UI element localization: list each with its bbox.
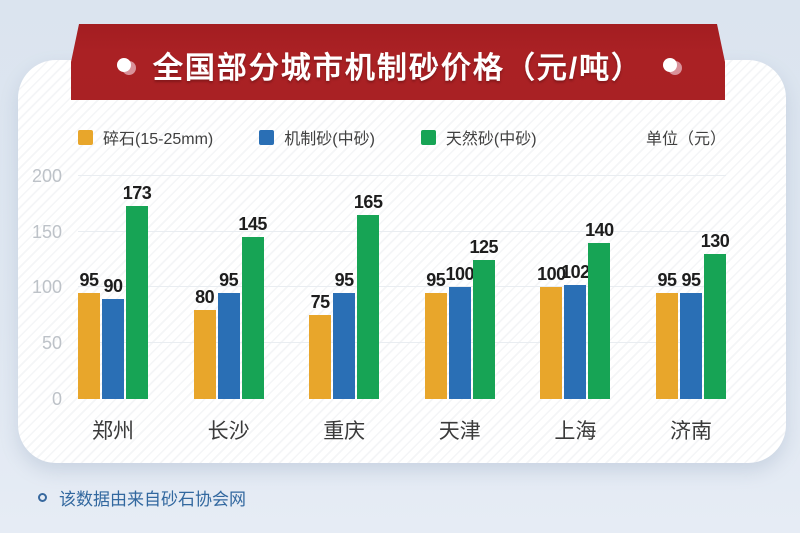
bar-column: 100 bbox=[446, 265, 475, 399]
gridline bbox=[78, 286, 726, 287]
bar bbox=[540, 287, 563, 399]
y-axis-tick: 200 bbox=[31, 166, 62, 186]
bar-value-label: 95 bbox=[79, 270, 99, 290]
gridline bbox=[78, 175, 726, 176]
chart-title: 全国部分城市机制砂价格（元/吨） bbox=[152, 52, 644, 85]
bar-column: 145 bbox=[238, 215, 267, 399]
bar bbox=[309, 315, 332, 399]
legend-swatch-crushed-stone bbox=[78, 129, 93, 145]
bar-value-label: 75 bbox=[310, 292, 331, 312]
source-note: 该数据由来自砂石协会网 bbox=[38, 485, 246, 510]
bar-column: 95 bbox=[217, 270, 240, 399]
x-axis-label: 重庆 bbox=[323, 420, 366, 443]
bar-column: 130 bbox=[701, 232, 730, 399]
bar-value-label: 173 bbox=[122, 183, 152, 203]
bar bbox=[424, 293, 447, 399]
bar-group: 95 90 173 郑州 bbox=[78, 176, 152, 443]
bar-column: 90 bbox=[102, 277, 124, 399]
legend-item-machine-made-sand: 机制砂(中砂) bbox=[259, 125, 375, 149]
x-axis-label: 天津 bbox=[438, 420, 481, 443]
bar-column: 165 bbox=[354, 193, 383, 399]
bar-column: 173 bbox=[123, 184, 152, 399]
bar-value-label: 80 bbox=[195, 287, 215, 307]
legend-label: 碎石(15-25mm) bbox=[103, 131, 214, 148]
bar-column: 100 bbox=[537, 265, 566, 399]
bar-column: 95 bbox=[78, 271, 100, 399]
dot bbox=[663, 58, 677, 72]
y-axis-tick: 150 bbox=[31, 222, 62, 242]
bar-value-label: 90 bbox=[103, 276, 123, 296]
circle-bullet-icon bbox=[38, 493, 47, 502]
bar bbox=[78, 293, 100, 399]
bar-group: 95 95 130 济南 bbox=[655, 176, 730, 443]
bar bbox=[241, 237, 264, 399]
chart-card: 碎石(15-25mm) 机制砂(中砂) 天然砂(中砂) 单位（元） 0 50 100… bbox=[18, 60, 786, 463]
bar-value-label: 165 bbox=[353, 192, 383, 212]
bar-groups: 95 90 173 郑州 80 95 145 长沙 75 95 165 重庆 95 100 125 天津 100… bbox=[78, 176, 730, 443]
legend-swatch-machine-made-sand bbox=[259, 129, 275, 145]
bar bbox=[102, 299, 124, 399]
bar-value-label: 102 bbox=[561, 262, 590, 282]
bar-column: 95 bbox=[424, 270, 447, 399]
bar bbox=[472, 260, 495, 399]
legend-label: 天然砂(中砂) bbox=[445, 131, 537, 148]
bar-column: 125 bbox=[470, 238, 499, 399]
unit-label: 单位（元） bbox=[645, 131, 726, 148]
x-axis-label: 长沙 bbox=[207, 420, 250, 443]
bar bbox=[564, 285, 587, 399]
bar bbox=[217, 293, 240, 399]
bar bbox=[448, 287, 471, 399]
bar-column: 95 bbox=[679, 270, 702, 399]
bar bbox=[126, 206, 148, 399]
bar-column: 95 bbox=[655, 270, 678, 399]
bar bbox=[333, 293, 356, 399]
bar-value-label: 95 bbox=[657, 270, 677, 290]
legend-item-natural-sand: 天然砂(中砂) bbox=[420, 125, 537, 149]
source-text: 该数据由来自砂石协会网 bbox=[59, 490, 246, 509]
bar bbox=[193, 310, 216, 399]
ribbon-dot-left-icon bbox=[117, 58, 137, 76]
bar-value-label: 95 bbox=[334, 270, 355, 290]
bar-column: 95 bbox=[333, 270, 356, 399]
legend: 碎石(15-25mm) 机制砂(中砂) 天然砂(中砂) 单位（元） bbox=[78, 126, 726, 148]
bar-value-label: 95 bbox=[426, 270, 446, 290]
x-axis-label: 上海 bbox=[554, 420, 597, 443]
bar-group: 80 95 145 长沙 bbox=[193, 176, 267, 443]
x-axis-label: 郑州 bbox=[92, 420, 134, 443]
bar-value-label: 100 bbox=[537, 264, 566, 284]
bar-value-label: 130 bbox=[700, 231, 730, 251]
bar bbox=[679, 293, 702, 399]
bar-value-label: 95 bbox=[681, 270, 701, 290]
bar-column: 80 bbox=[193, 287, 216, 399]
bar bbox=[357, 215, 380, 399]
bar-value-label: 100 bbox=[445, 264, 475, 284]
legend-swatch-natural-sand bbox=[420, 129, 436, 145]
bar-column: 102 bbox=[561, 263, 590, 399]
bar-value-label: 125 bbox=[469, 237, 499, 257]
y-axis-tick: 0 bbox=[51, 389, 62, 409]
bar-group: 75 95 165 重庆 bbox=[309, 176, 383, 443]
gridline bbox=[78, 231, 726, 232]
bar-column: 75 bbox=[309, 292, 332, 399]
title-ribbon: 全国部分城市机制砂价格（元/吨） bbox=[71, 24, 725, 100]
bar bbox=[703, 254, 726, 399]
bar-column: 140 bbox=[585, 221, 614, 399]
bar-chart: 0 50 100 150 200 95 90 173 郑州 80 95 145 长沙 75 95 165 重庆 9… bbox=[32, 167, 730, 443]
legend-label: 机制砂(中砂) bbox=[284, 131, 375, 148]
y-axis-tick: 50 bbox=[41, 333, 62, 353]
bar-value-label: 140 bbox=[585, 220, 614, 240]
bar-value-label: 145 bbox=[238, 214, 267, 234]
ribbon-dot-right-icon bbox=[663, 58, 683, 76]
bar-value-label: 95 bbox=[219, 270, 239, 290]
dot bbox=[117, 58, 131, 72]
x-axis-label: 济南 bbox=[669, 420, 712, 443]
bar bbox=[655, 293, 678, 399]
bar-group: 95 100 125 天津 bbox=[424, 176, 499, 443]
legend-item-crushed-stone: 碎石(15-25mm) bbox=[78, 125, 213, 149]
gridline bbox=[78, 342, 726, 343]
bar bbox=[588, 243, 611, 399]
y-axis-tick: 100 bbox=[31, 277, 62, 297]
bar-group: 100 102 140 上海 bbox=[537, 176, 614, 443]
